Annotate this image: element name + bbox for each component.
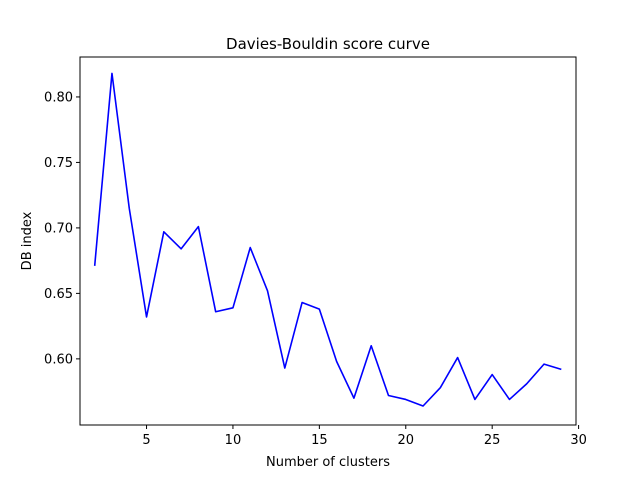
plot-area: 5 10 15 20 25 30 0.60 0.65 0.70 0.75 0.80 [44,72,587,448]
x-axis-title: Number of clusters [266,455,390,470]
x-tick-label: 30 [570,433,587,448]
y-tick-label: 0.65 [44,287,73,302]
x-tick-label: 5 [142,433,150,448]
y-tick-label: 0.60 [44,352,73,367]
y-axis-title: DB index [20,211,35,270]
axes-frame [79,56,577,426]
series-line [93,72,562,407]
x-tick-label: 10 [225,433,242,448]
x-tick-label: 20 [397,433,414,448]
x-tick-label: 15 [311,433,328,448]
y-tick-label: 0.75 [44,156,73,171]
x-tick-label: 25 [484,433,501,448]
y-tick-label: 0.70 [44,221,73,236]
y-tick-label: 0.80 [44,90,73,105]
chart-title: Davies-Bouldin score curve [226,35,430,53]
